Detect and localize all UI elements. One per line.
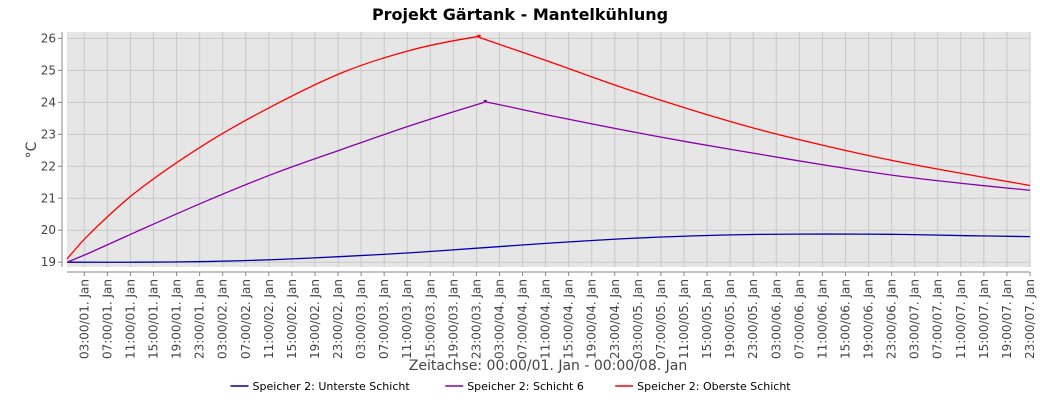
x-tick-label: 03:00/05. Jan — [631, 279, 645, 359]
series-line-3 — [66, 34, 1031, 260]
x-tick-label: 23:00/05. Jan — [746, 279, 760, 359]
x-tick-label: 03:00/04. Jan — [492, 279, 506, 359]
x-tick-label: 23:00/04. Jan — [608, 279, 622, 359]
x-tick-label: 19:00/01. Jan — [170, 279, 184, 359]
x-tick-label: 07:00/05. Jan — [654, 279, 668, 359]
x-tick-label: 23:00/06. Jan — [885, 279, 899, 359]
y-tick-label: 20 — [41, 223, 56, 237]
x-tick-label: 15:00/07. Jan — [977, 279, 991, 359]
x-tick-label: 11:00/06. Jan — [815, 279, 829, 359]
series-lines — [66, 34, 1031, 263]
x-tick-label: 15:00/02. Jan — [285, 279, 299, 359]
y-tick-label: 23 — [41, 127, 56, 141]
series-line-2 — [66, 99, 1031, 263]
y-tick-label: 19 — [41, 255, 56, 269]
y-tick-label: 24 — [41, 95, 56, 109]
x-tick-labels: 03:00/01. Jan 07:00/01. Jan 11:00/01. Jan 1… — [77, 272, 1037, 359]
x-tick-label: 15:00/03. Jan — [423, 279, 437, 359]
x-tick-label: 11:00/01. Jan — [123, 279, 137, 359]
x-tick-label: 23:00/07. Jan — [1023, 279, 1037, 359]
x-tick-label: 15:00/06. Jan — [838, 279, 852, 359]
x-tick-label: 03:00/01. Jan — [77, 279, 91, 359]
x-tick-label: 23:00/02. Jan — [331, 279, 345, 359]
x-tick-label: 07:00/01. Jan — [100, 279, 114, 359]
x-tick-label: 07:00/03. Jan — [377, 279, 391, 359]
x-tick-label: 11:00/02. Jan — [262, 279, 276, 359]
x-tick-label: 15:00/05. Jan — [700, 279, 714, 359]
chart-title: Projekt Gärtank - Mantelkühlung — [372, 5, 668, 24]
x-tick-label: 03:00/07. Jan — [908, 279, 922, 359]
y-tick-label: 26 — [41, 31, 56, 45]
x-tick-label: 19:00/04. Jan — [585, 279, 599, 359]
y-tick-label: 21 — [41, 191, 56, 205]
x-tick-label: 19:00/03. Jan — [446, 279, 460, 359]
x-tick-label: 03:00/03. Jan — [354, 279, 368, 359]
series-line-1 — [66, 233, 1031, 263]
x-tick-label: 11:00/04. Jan — [539, 279, 553, 359]
x-tick-label: 07:00/02. Jan — [239, 279, 253, 359]
x-tick-label: 07:00/06. Jan — [792, 279, 806, 359]
x-tick-label: 15:00/04. Jan — [562, 279, 576, 359]
legend-label: Speicher 2: Oberste Schicht — [637, 380, 791, 393]
x-axis-label: Zeitachse: 00:00/01. Jan - 00:00/08. Jan — [409, 358, 687, 374]
x-tick-label: 11:00/07. Jan — [954, 279, 968, 359]
plot-area — [67, 32, 1030, 267]
x-tick-label: 07:00/07. Jan — [931, 279, 945, 359]
legend: Speicher 2: Unterste Schicht Speicher 2: … — [230, 380, 791, 393]
x-tick-label: 11:00/03. Jan — [400, 279, 414, 359]
x-tick-label: 23:00/03. Jan — [469, 279, 483, 359]
legend-label: Speicher 2: Unterste Schicht — [253, 380, 411, 393]
x-tick-label: 19:00/07. Jan — [1000, 279, 1014, 359]
grid-lines — [67, 32, 1031, 267]
y-tick-label: 25 — [41, 63, 56, 77]
x-tick-label: 03:00/06. Jan — [769, 279, 783, 359]
x-tick-label: 07:00/04. Jan — [516, 279, 530, 359]
y-tick-labels: 19 20 21 22 23 24 25 26 — [41, 31, 62, 269]
x-tick-label: 19:00/02. Jan — [308, 279, 322, 359]
y-axis-label: °C — [24, 141, 40, 158]
x-tick-label: 19:00/06. Jan — [862, 279, 876, 359]
legend-label: Speicher 2: Schicht 6 — [467, 380, 584, 393]
x-tick-label: 15:00/01. Jan — [146, 279, 160, 359]
x-tick-label: 19:00/05. Jan — [723, 279, 737, 359]
x-tick-label: 11:00/05. Jan — [677, 279, 691, 359]
x-tick-label: 03:00/02. Jan — [216, 279, 230, 359]
x-tick-label: 23:00/01. Jan — [193, 279, 207, 359]
y-tick-label: 22 — [41, 159, 56, 173]
